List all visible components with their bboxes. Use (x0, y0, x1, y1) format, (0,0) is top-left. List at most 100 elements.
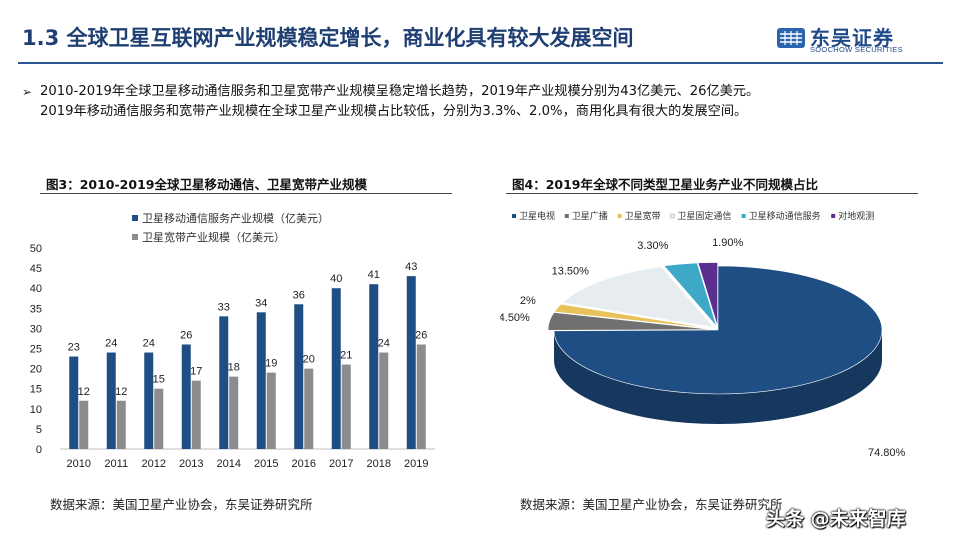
pie-slice (697, 262, 718, 327)
pie-legend-swatch (741, 214, 746, 218)
legend-label-1: 卫星宽带产业规模（亿美元） (142, 230, 285, 244)
bar-broadband (266, 372, 276, 449)
legend-swatch-0 (132, 215, 138, 221)
y-tick-label: 10 (30, 404, 42, 416)
summary-text: ➢ 2010-2019年全球卫星移动通信服务和卫星宽带产业规模呈稳定增长趋势，2… (22, 82, 920, 122)
pie-slice (553, 303, 713, 330)
x-tick-label: 2011 (104, 458, 128, 470)
figure3-title: 图3：2010-2019全球卫星移动通信、卫星宽带产业规模 (46, 177, 367, 192)
bar-value-label: 36 (293, 289, 305, 301)
x-tick-label: 2013 (179, 458, 203, 470)
summary-line-2: 2019年移动通信服务和宽带产业规模在全球卫星产业规模占比较低，分别为3.3%、… (40, 104, 748, 119)
x-tick-label: 2017 (329, 458, 353, 470)
bar-value-label: 12 (115, 386, 127, 398)
bar-value-label: 18 (228, 362, 240, 374)
bar-value-label: 26 (180, 329, 192, 341)
pie-value-label: 3.30% (637, 240, 668, 252)
bar-broadband (304, 368, 314, 449)
bullet-arrow-icon: ➢ (22, 85, 33, 99)
y-tick-label: 35 (30, 303, 42, 315)
pie-chart: 卫星电视 卫星广播 卫星宽带 卫星固定通信 卫星移动通信服务 对地观测 74.80% 4.50… (500, 210, 906, 459)
y-tick-label: 15 (30, 384, 42, 396)
pie-legend-label: 卫星固定通信 (677, 210, 731, 221)
pie-legend-swatch (617, 214, 622, 218)
bar-value-label: 12 (78, 386, 90, 398)
pie-value-label: 2% (520, 295, 536, 307)
bar-value-label: 23 (68, 342, 80, 354)
bar-mobile (106, 352, 116, 449)
bar-broadband (416, 344, 426, 449)
bar-broadband (229, 376, 239, 449)
x-tick-label: 2016 (292, 458, 316, 470)
slide-header: 1.3 全球卫星互联网产业规模稳定增长，商业化具有较大发展空间 东吴证券 SOO… (0, 0, 960, 64)
y-tick-label: 30 (30, 323, 42, 335)
bar-broadband (379, 352, 389, 449)
summary-line-1: 2010-2019年全球卫星移动通信服务和卫星宽带产业规模呈稳定增长趋势，201… (40, 84, 760, 99)
bar-mobile (219, 316, 229, 449)
bar-value-label: 15 (153, 374, 165, 386)
header-divider (18, 62, 943, 64)
bar-value-label: 26 (415, 329, 427, 341)
legend-swatch-1 (132, 234, 138, 240)
bar-broadband (341, 364, 351, 449)
pie-slice-side (554, 330, 882, 424)
bar-value-label: 41 (368, 269, 380, 281)
slide-title: 1.3 全球卫星互联网产业规模稳定增长，商业化具有较大发展空间 (22, 26, 634, 50)
brand-name: 东吴证券 (810, 26, 894, 50)
bar-value-label: 17 (190, 366, 202, 378)
figure3-title-underline (40, 193, 452, 194)
pie-slice (553, 265, 883, 395)
pie-legend-label: 对地观测 (838, 210, 874, 221)
pie-legend-swatch (512, 214, 516, 218)
pie-legend-label: 卫星广播 (572, 210, 608, 221)
bar-broadband (154, 388, 164, 449)
bar-value-label: 24 (143, 338, 155, 350)
bar-mobile (144, 352, 154, 449)
bar-value-label: 40 (330, 273, 342, 285)
pie-value-label: 1.90% (712, 237, 743, 249)
pie-legend-label: 卫星宽带 (625, 210, 661, 221)
pie-legend-swatch (831, 214, 836, 218)
bar-value-label: 24 (378, 338, 390, 350)
pie-slice (561, 266, 715, 328)
bar-mobile (181, 344, 191, 449)
x-tick-label: 2014 (217, 458, 241, 470)
y-tick-label: 5 (36, 424, 42, 436)
bar-mobile (331, 288, 341, 449)
bar-mobile (69, 356, 79, 449)
bar-value-label: 33 (218, 301, 230, 313)
figure4-title: 图4：2019年全球不同类型卫星业务产业不同规模占比 (512, 177, 818, 192)
bar-value-label: 20 (303, 354, 315, 366)
figure4-title-underline (506, 193, 918, 194)
y-tick-label: 45 (30, 263, 42, 275)
y-tick-label: 40 (30, 283, 42, 295)
legend-label-0: 卫星移动通信服务产业规模（亿美元） (142, 211, 329, 225)
bar-chart: 卫星移动通信服务产业规模（亿美元） 卫星宽带产业规模（亿美元） 0 5 10 15 20 25… (30, 211, 435, 470)
watermark-text: 头条 @未来智库 (766, 508, 906, 530)
bar-value-label: 24 (105, 338, 117, 350)
pie-legend-label: 卫星移动通信服务 (749, 210, 821, 221)
figure3-source: 数据来源：美国卫星产业协会，东吴证券研究所 (50, 497, 313, 512)
bar-value-label: 21 (340, 350, 352, 362)
bar-broadband (191, 380, 201, 449)
pie-legend-swatch (670, 213, 675, 219)
x-tick-label: 2018 (367, 458, 391, 470)
pie-value-label: 13.50% (552, 266, 590, 278)
brand-logo: 东吴证券 SOOCHOW SECURITIES (776, 24, 946, 60)
pie-slice (663, 262, 717, 327)
bar-mobile (369, 284, 379, 449)
y-tick-label: 25 (30, 344, 42, 356)
x-tick-label: 2012 (142, 458, 166, 470)
pie-value-label: 74.80% (868, 447, 906, 459)
figure4-source: 数据来源：美国卫星产业协会，东吴证券研究所 (520, 497, 783, 512)
x-tick-label: 2019 (404, 458, 428, 470)
pie-value-label: 4.50% (500, 312, 530, 324)
y-tick-label: 50 (30, 243, 42, 255)
brand-name-en: SOOCHOW SECURITIES (810, 45, 903, 54)
x-tick-label: 2010 (67, 458, 91, 470)
bar-broadband (79, 400, 89, 449)
bar-value-label: 19 (265, 358, 277, 370)
brand-logo-icon (777, 28, 805, 48)
bar-mobile (406, 276, 416, 449)
bar-value-label: 43 (405, 261, 417, 273)
